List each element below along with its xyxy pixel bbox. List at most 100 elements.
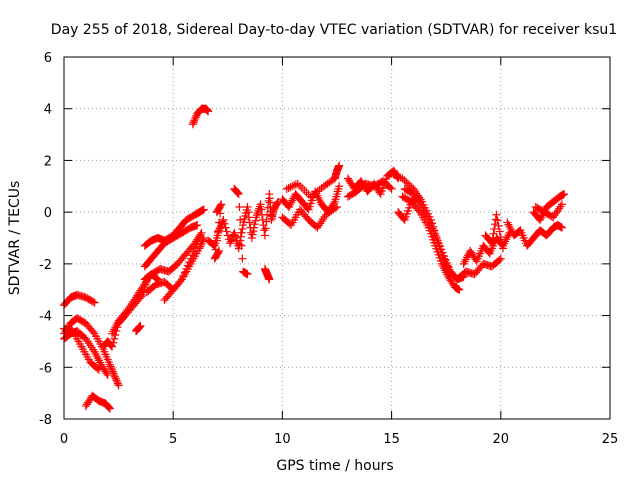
data-point (236, 215, 245, 224)
data-point (220, 219, 229, 228)
data-point (426, 221, 435, 230)
data-point (102, 369, 111, 378)
data-point (295, 181, 304, 190)
data-point (105, 403, 114, 412)
data-point (223, 231, 232, 240)
series-track-ad (481, 210, 507, 253)
data-point (247, 234, 256, 242)
data-point (429, 227, 438, 236)
data-point (111, 374, 120, 383)
series-track-ac (453, 254, 505, 284)
data-point (496, 233, 505, 242)
data-point (386, 183, 395, 192)
data-point (557, 223, 566, 232)
series-cluster-t (278, 202, 341, 232)
data-point (455, 285, 464, 294)
data-point (107, 364, 116, 373)
data-point (387, 169, 396, 178)
series-track-aa (394, 192, 422, 224)
data-point (243, 270, 252, 279)
data-point (434, 238, 443, 247)
data-point (248, 230, 257, 239)
data-point (197, 239, 206, 248)
series-track-g (108, 270, 162, 338)
data-point (250, 223, 259, 232)
data-point (442, 258, 451, 267)
data-point (389, 170, 398, 179)
series-track-j (140, 221, 202, 271)
data-point (215, 218, 224, 227)
data-point (109, 369, 118, 378)
data-point (262, 217, 271, 226)
data-point (557, 200, 566, 209)
data-point (215, 246, 224, 255)
data-point (244, 213, 253, 222)
series-track-a (60, 290, 99, 310)
data-points (60, 104, 569, 413)
data-point (428, 224, 437, 233)
data-point (199, 234, 208, 242)
data-point (260, 226, 269, 235)
data-point (225, 239, 234, 248)
series-track-n (188, 104, 213, 129)
data-point (486, 237, 495, 246)
data-point (284, 184, 293, 193)
data-point (233, 189, 242, 198)
data-point (214, 248, 223, 257)
series-track-i (140, 205, 208, 250)
y-tick-label: 4 (44, 103, 52, 118)
data-point (495, 255, 504, 264)
data-point (260, 231, 269, 240)
data-point (236, 236, 245, 245)
data-point (494, 221, 503, 230)
data-point (108, 342, 117, 351)
data-point (333, 202, 341, 211)
data-point (103, 371, 112, 380)
data-point (273, 199, 282, 208)
data-point (243, 202, 252, 211)
data-point (391, 171, 400, 180)
data-point (493, 216, 502, 225)
data-point (113, 377, 122, 386)
data-point (335, 182, 344, 191)
data-point (112, 376, 121, 385)
data-point (197, 228, 206, 237)
data-point (403, 179, 412, 188)
y-tick-label: -6 (39, 361, 52, 376)
data-point (495, 227, 504, 236)
data-point (191, 115, 200, 124)
data-point (492, 210, 501, 219)
data-point (90, 298, 99, 307)
data-point (114, 381, 123, 390)
series-cluster-o (204, 190, 283, 253)
data-point (398, 174, 407, 183)
data-point (105, 360, 114, 369)
series-cluster-p (230, 184, 252, 279)
data-point (217, 200, 226, 209)
data-point (238, 224, 247, 233)
data-point (196, 240, 205, 249)
data-point (413, 192, 422, 201)
data-point (89, 327, 98, 336)
data-point (221, 223, 230, 232)
data-point (226, 237, 235, 246)
data-point (286, 183, 295, 192)
data-point (188, 120, 197, 129)
data-point (393, 171, 402, 180)
data-point (199, 205, 208, 214)
data-point (193, 221, 202, 230)
data-point (496, 254, 505, 263)
y-tick-label: -8 (39, 413, 52, 428)
data-point (405, 181, 414, 190)
data-point (195, 244, 204, 253)
data-point (106, 362, 115, 371)
data-point (250, 220, 259, 229)
series-cluster-q (210, 200, 226, 263)
data-point (288, 182, 297, 191)
data-point (300, 186, 309, 195)
data-point (219, 215, 228, 224)
data-point (438, 248, 447, 257)
data-point (105, 404, 114, 413)
data-point (136, 321, 145, 330)
